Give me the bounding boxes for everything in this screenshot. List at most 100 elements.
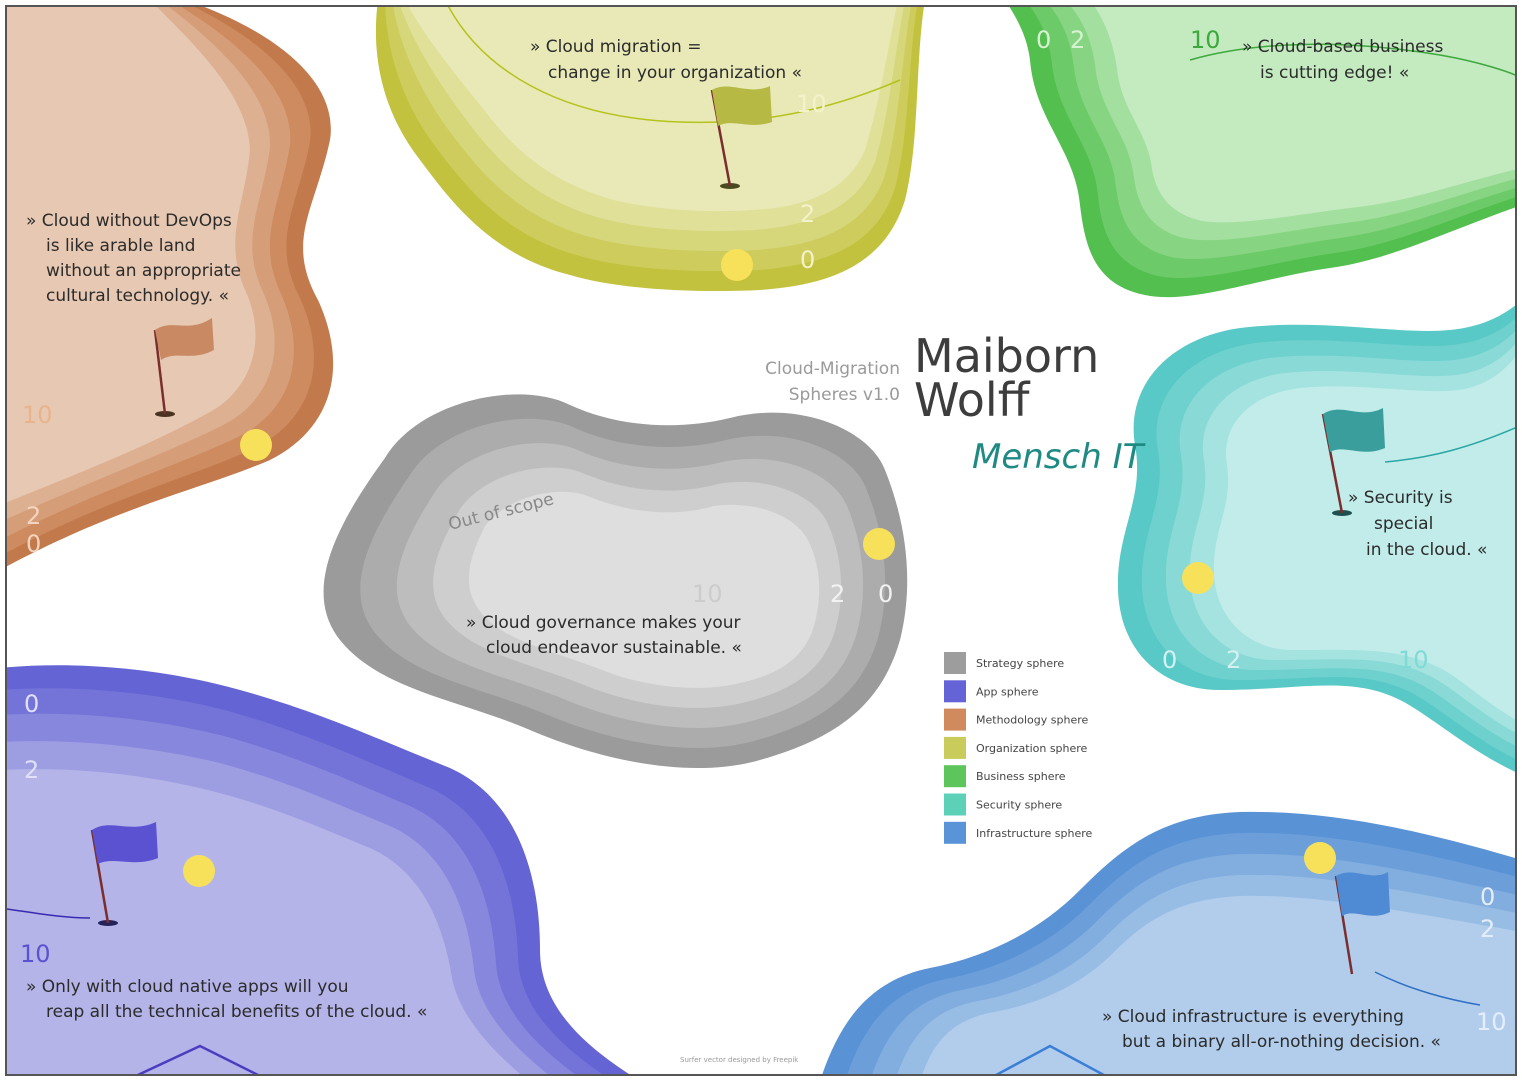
svg-text:2: 2 bbox=[26, 502, 41, 530]
svg-text:reap all the technical benefit: reap all the technical benefits of the c… bbox=[46, 1002, 427, 1022]
title-sub-line2: Spheres v1.0 bbox=[789, 385, 900, 405]
svg-text:2: 2 bbox=[1480, 915, 1495, 943]
infrastructure-ring-5 bbox=[922, 895, 1516, 1075]
strategy-ring-labels: 10 2 0 bbox=[692, 580, 893, 608]
methodology-flag-icon bbox=[153, 318, 214, 417]
app-marker-dot bbox=[183, 855, 215, 887]
methodology-ring-labels: 10 2 0 bbox=[22, 401, 53, 558]
organization-marker-dot bbox=[721, 249, 753, 281]
security-flag-icon bbox=[1321, 408, 1385, 516]
legend-item: Infrastructure sphere bbox=[944, 821, 1093, 844]
svg-text:0: 0 bbox=[1480, 883, 1495, 911]
legend-swatch bbox=[944, 680, 966, 703]
organization-ring-labels: 10 2 0 bbox=[796, 90, 827, 274]
business-ring-5 bbox=[1094, 6, 1516, 223]
business-path-line bbox=[1189, 43, 1516, 77]
svg-text:» Cloud without DevOps: » Cloud without DevOps bbox=[26, 211, 232, 231]
svg-text:10: 10 bbox=[692, 580, 723, 608]
sphere-legend: Strategy sphere App sphere Methodology sph… bbox=[944, 652, 1093, 844]
legend-swatch bbox=[944, 708, 966, 731]
svg-text:» Cloud infrastructure is ever: » Cloud infrastructure is everything bbox=[1102, 1007, 1404, 1027]
legend-item: Organization sphere bbox=[944, 736, 1088, 759]
svg-text:is like arable land: is like arable land bbox=[46, 236, 195, 256]
svg-text:2: 2 bbox=[24, 756, 39, 784]
legend-item: App sphere bbox=[944, 680, 1039, 703]
legend-label: Business sphere bbox=[976, 770, 1066, 783]
legend-item: Security sphere bbox=[944, 793, 1062, 816]
strategy-sphere bbox=[323, 394, 908, 769]
security-ring-labels: 0 2 10 bbox=[1162, 646, 1429, 674]
brand-line2: Wolff bbox=[914, 373, 1031, 427]
strategy-marker-dot bbox=[863, 528, 895, 560]
security-path-line bbox=[1384, 426, 1516, 463]
business-sphere bbox=[1008, 6, 1516, 298]
legend-label: Methodology sphere bbox=[976, 714, 1088, 727]
svg-text:special: special bbox=[1374, 514, 1433, 534]
infrastructure-path-line bbox=[1374, 971, 1481, 1006]
legend-swatch bbox=[944, 736, 966, 759]
legend-swatch bbox=[944, 821, 966, 844]
security-marker-dot bbox=[1182, 562, 1214, 594]
brand-tagline: Mensch IT bbox=[972, 437, 1146, 477]
legend-item: Business sphere bbox=[944, 765, 1066, 788]
svg-text:10: 10 bbox=[1398, 646, 1429, 674]
organization-ring-5 bbox=[408, 6, 897, 212]
svg-text:0: 0 bbox=[1036, 26, 1051, 54]
svg-text:» Cloud governance makes your: » Cloud governance makes your bbox=[466, 613, 741, 633]
brand-line1: Maiborn bbox=[914, 329, 1099, 383]
legend-item: Strategy sphere bbox=[944, 652, 1064, 674]
app-ring-labels: 0 2 10 bbox=[20, 690, 51, 968]
security-sphere bbox=[1117, 304, 1516, 773]
svg-text:10: 10 bbox=[20, 940, 51, 968]
app-quote: » Only with cloud native apps will you r… bbox=[26, 977, 427, 1022]
footer-credit: Surfer vector designed by Freepik bbox=[680, 1056, 799, 1064]
legend-swatch bbox=[944, 652, 966, 674]
methodology-ring-5 bbox=[6, 6, 256, 503]
svg-text:10: 10 bbox=[1190, 26, 1221, 54]
organization-path-line bbox=[447, 6, 901, 124]
svg-text:10: 10 bbox=[22, 401, 53, 429]
svg-text:0: 0 bbox=[1162, 646, 1177, 674]
app-sphere bbox=[6, 665, 631, 1075]
svg-text:in the cloud. «: in the cloud. « bbox=[1366, 540, 1487, 560]
poster-frame bbox=[5, 5, 1517, 1076]
svg-text:is cutting edge! «: is cutting edge! « bbox=[1260, 63, 1409, 83]
svg-text:» Cloud migration =: » Cloud migration = bbox=[530, 37, 701, 57]
svg-text:2: 2 bbox=[830, 580, 845, 608]
legend-label: App sphere bbox=[976, 685, 1039, 698]
title-sub-line1: Cloud-Migration bbox=[765, 359, 900, 379]
legend-label: Organization sphere bbox=[976, 742, 1088, 755]
svg-text:0: 0 bbox=[800, 246, 815, 274]
legend-item: Methodology sphere bbox=[944, 708, 1088, 731]
svg-text:10: 10 bbox=[1476, 1008, 1507, 1036]
methodology-marker-dot bbox=[240, 429, 272, 461]
svg-text:cloud endeavor sustainable.: cloud endeavor sustainable. « bbox=[486, 638, 742, 658]
svg-text:0: 0 bbox=[878, 580, 893, 608]
organization-sphere bbox=[375, 6, 925, 292]
methodology-sphere bbox=[6, 6, 334, 567]
svg-text:without an appropriate: without an appropriate bbox=[46, 261, 241, 281]
business-ring-labels: 0 2 10 bbox=[1036, 26, 1221, 54]
infrastructure-quote: » Cloud infrastructure is everything but… bbox=[1102, 1007, 1441, 1052]
app-bottom-chevron bbox=[134, 1044, 261, 1075]
svg-text:change in your organization: change in your organization « bbox=[548, 63, 802, 83]
legend-label: Strategy sphere bbox=[976, 657, 1064, 670]
svg-text:» Only with cloud native apps: » Only with cloud native apps will you bbox=[26, 977, 349, 997]
svg-text:2: 2 bbox=[800, 200, 815, 228]
organization-flag-icon bbox=[710, 86, 772, 189]
infrastructure-ring-labels: 0 2 10 bbox=[1476, 883, 1507, 1036]
infrastructure-flag-icon bbox=[1334, 872, 1390, 975]
legend-swatch bbox=[944, 765, 966, 788]
methodology-quote: » Cloud without DevOps is like arable la… bbox=[26, 211, 241, 306]
legend-label: Infrastructure sphere bbox=[976, 827, 1093, 840]
legend-label: Security sphere bbox=[976, 799, 1062, 812]
strategy-ring-5 bbox=[468, 491, 820, 688]
app-flag-icon bbox=[90, 822, 158, 926]
business-quote: » Cloud-based business is cutting edge! … bbox=[1242, 37, 1443, 83]
app-path-line bbox=[6, 908, 91, 919]
svg-text:» Security is: » Security is bbox=[1348, 488, 1453, 508]
infrastructure-marker-dot bbox=[1304, 842, 1336, 874]
svg-text:cultural technology. «: cultural technology. « bbox=[46, 286, 229, 306]
svg-text:10: 10 bbox=[796, 90, 827, 118]
